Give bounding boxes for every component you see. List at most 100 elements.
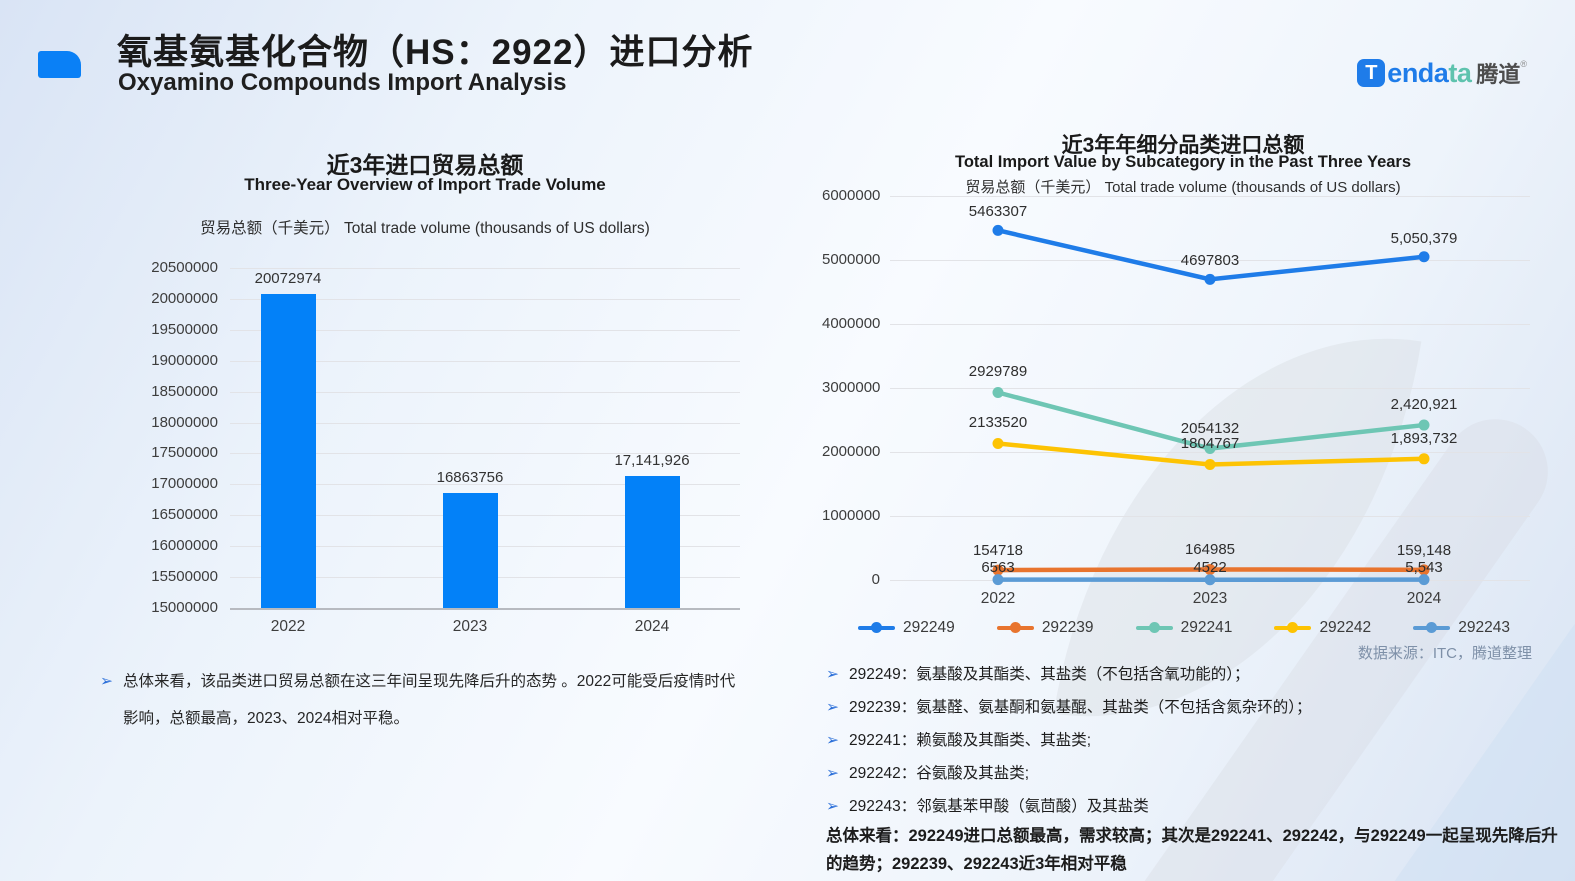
subcategory-text: 292249：氨基酸及其酯类、其盐类（不包括含氧功能的）； <box>849 666 1250 683</box>
point-label-292239: 164985 <box>1184 541 1236 559</box>
logo-text-blue: enda <box>1387 57 1449 88</box>
subcategory-item: ➢ 292243：邻氨基苯甲酸（氨茴酸）及其盐类 <box>826 790 1542 823</box>
right-summary: 总体来看：292249进口总额最高，需求较高；其次是292241、292242，… <box>826 827 1558 873</box>
legend-label: 292249 <box>903 619 955 636</box>
point-label-292242: 1804767 <box>1180 435 1240 453</box>
note-arrow-icon: ➢ <box>100 673 113 690</box>
x-axis-tick: 2023 <box>452 618 488 635</box>
bar-2023 <box>442 492 498 608</box>
tendata-logo: T enda ta 腾道 ® <box>1357 57 1527 89</box>
gridline <box>890 260 1530 261</box>
gridline <box>890 324 1530 325</box>
bar-chart-subtitle: Three-Year Overview of Import Trade Volu… <box>244 175 606 194</box>
y-axis-tick: 2000000 <box>822 443 881 460</box>
line-chart-subtitle: Total Import Value by Subcategory in the… <box>954 153 1412 171</box>
subcategory-text: 292243：邻氨基苯甲酸（氨茴酸）及其盐类 <box>849 798 1149 815</box>
y-axis-tick: 18500000 <box>151 382 218 400</box>
bullet-arrow-icon: ➢ <box>826 666 839 683</box>
bar-value-label: 17,141,926 <box>614 451 690 469</box>
subcategory-item: ➢ 292242：谷氨酸及其盐类; <box>826 757 1542 790</box>
point-label-292243: 6563 <box>981 558 1015 576</box>
point-label-292241: 2,420,921 <box>1390 396 1458 414</box>
y-axis-tick: 3000000 <box>822 379 881 396</box>
legend-item-292239: 292239 <box>996 619 1094 637</box>
gridline <box>230 608 740 610</box>
series-point-292243 <box>992 574 1004 586</box>
bullet-arrow-icon: ➢ <box>826 699 839 716</box>
bar-2022 <box>260 294 316 608</box>
y-axis-tick: 16500000 <box>151 506 218 524</box>
gridline <box>230 268 740 269</box>
logo-text-cn: 腾道 <box>1476 62 1521 87</box>
bar-value-label: 16863756 <box>436 468 504 486</box>
point-label-292241: 2929789 <box>968 363 1028 381</box>
y-axis-tick: 17500000 <box>151 444 218 462</box>
series-point-292241 <box>992 386 1004 398</box>
series-point-292242 <box>1418 453 1430 465</box>
series-point-292243 <box>1418 574 1430 586</box>
x-axis-tick: 2024 <box>634 618 670 635</box>
series-point-292239 <box>1204 563 1216 575</box>
series-point-292241 <box>1204 443 1216 455</box>
legend-label: 292239 <box>1041 619 1094 636</box>
series-point-292242 <box>1204 458 1216 470</box>
bar-chart-axis-label: 贸易总额（千美元） Total trade volume (thousands … <box>200 220 650 237</box>
registered-mark-icon: ® <box>1520 59 1527 69</box>
y-axis-tick: 4000000 <box>822 315 881 332</box>
series-point-292249 <box>992 224 1004 236</box>
line-chart-legend: 292249 292239 292241 292242 292243 <box>822 619 1544 637</box>
line-chart-axis-label: 贸易总额（千美元） Total trade volume (thousands … <box>965 179 1401 196</box>
series-point-292243 <box>1204 574 1216 586</box>
legend-item-292249: 292249 <box>858 619 955 637</box>
y-axis-tick: 20500000 <box>151 259 218 276</box>
gridline <box>230 484 740 486</box>
y-axis-tick: 15500000 <box>151 568 218 586</box>
legend-item-292242: 292242 <box>1274 619 1371 637</box>
x-axis-tick: 2024 <box>1406 590 1442 607</box>
gridline <box>230 391 740 393</box>
bar-value-label: 20072974 <box>254 270 322 288</box>
bullet-arrow-icon: ➢ <box>826 765 839 782</box>
subcategory-list: ➢ 292249：氨基酸及其酯类、其盐类（不包括含氧功能的）； ➢ 292239：氨基… <box>826 658 1542 823</box>
legend-marker-icon <box>996 622 1034 633</box>
gridline <box>230 298 740 300</box>
title-accent-block <box>38 51 81 78</box>
left-note: ➢ 总体来看，该品类进口贸易总额在这三年间呈现先降后升的态势 。2022可能受后… <box>100 663 736 737</box>
gridline <box>230 329 740 331</box>
subcategory-text: 292241：赖氨酸及其酯类、其盐类; <box>849 732 1092 749</box>
bullet-arrow-icon: ➢ <box>826 732 839 749</box>
gridline <box>890 196 1530 197</box>
point-label-292249: 4697803 <box>1180 252 1240 270</box>
series-point-292249 <box>1418 251 1430 263</box>
point-label-292239: 159,148 <box>1396 541 1452 559</box>
page-subtitle: Oxyamino Compounds Import Analysis <box>118 69 567 96</box>
point-label-292241: 2054132 <box>1180 419 1240 437</box>
legend-item-292243: 292243 <box>1413 619 1510 637</box>
logo-text-teal: ta <box>1448 57 1472 88</box>
legend-marker-icon <box>1135 622 1173 633</box>
y-axis-tick: 16000000 <box>151 537 218 555</box>
x-axis-tick: 2023 <box>1192 590 1228 607</box>
line-chart-plot: 6000000 5000000 4000000 3000000 2000000 10000… <box>822 187 1544 608</box>
subcategory-item: ➢ 292241：赖氨酸及其酯类、其盐类; <box>826 724 1542 757</box>
bar-chart-title: 近3年进口贸易总额 <box>326 152 524 178</box>
gridline <box>230 453 740 455</box>
point-label-292242: 1,893,732 <box>1390 429 1458 447</box>
y-axis-tick: 1000000 <box>822 507 881 524</box>
legend-item-292241: 292241 <box>1135 619 1232 637</box>
series-point-292242 <box>992 437 1004 449</box>
y-axis-tick: 0 <box>871 571 880 588</box>
y-axis-tick: 18000000 <box>151 413 218 431</box>
series-point-292239 <box>992 564 1004 576</box>
point-label-292239: 154718 <box>972 542 1024 560</box>
y-axis-tick: 19000000 <box>151 351 218 369</box>
subcategory-text: 292239：氨基醛、氨基酮和氨基醌、其盐类（不包括含氮杂环的）； <box>849 699 1312 716</box>
gridline <box>230 360 740 362</box>
bar-chart-plot: 20500000 20000000 19500000 19000000 18500000… <box>85 259 753 643</box>
subcategory-text: 292242：谷氨酸及其盐类; <box>849 765 1030 782</box>
legend-marker-icon <box>858 622 895 633</box>
y-axis-tick: 6000000 <box>822 187 881 204</box>
legend-marker-icon <box>1413 622 1451 633</box>
gridline <box>230 422 740 424</box>
